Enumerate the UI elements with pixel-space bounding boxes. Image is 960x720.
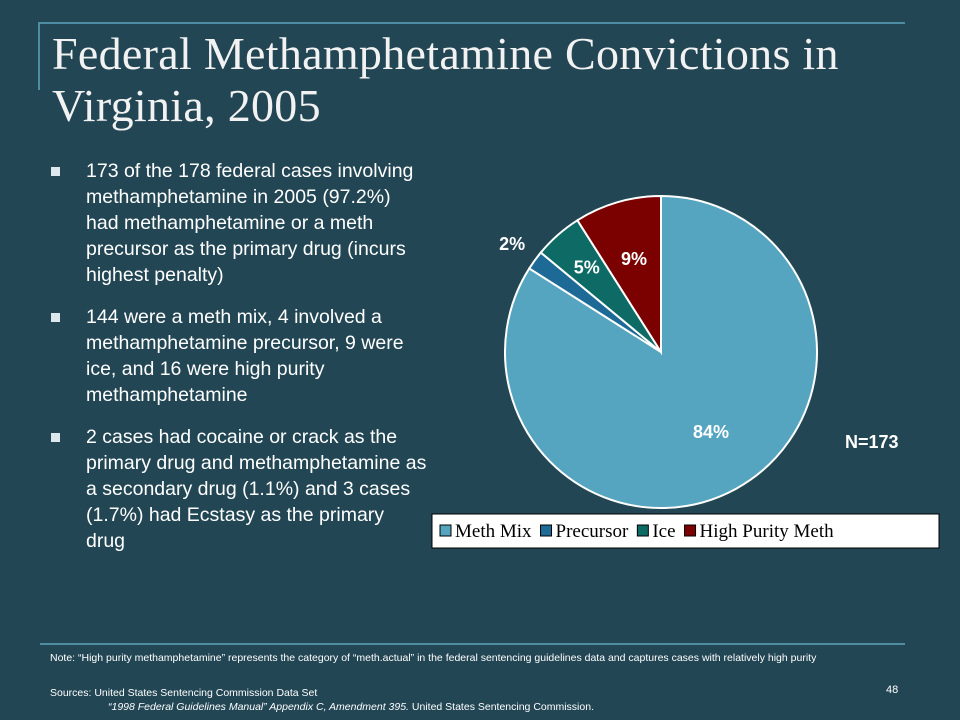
top-rule: [40, 22, 905, 24]
bullet-text: 144 were a meth mix, 4 involved a metham…: [86, 306, 404, 406]
sample-size-annotation: N=173: [845, 432, 899, 452]
bullet-list: 173 of the 178 federal cases involving m…: [48, 158, 428, 570]
legend-label: Precursor: [556, 521, 629, 542]
pie-slice-high-purity-meth: [576, 194, 662, 356]
legend-swatch: [684, 524, 697, 537]
bullet-item: 144 were a meth mix, 4 involved a metham…: [48, 304, 428, 408]
left-rule: [38, 22, 40, 90]
legend-label: High Purity Meth: [700, 521, 835, 542]
square-bullet-icon: [51, 167, 60, 176]
pie-data-label: 84%: [693, 422, 729, 442]
bullet-text: 173 of the 178 federal cases involving m…: [86, 160, 414, 286]
bullet-item: 2 cases had cocaine or crack as the prim…: [48, 424, 428, 554]
sources-citation: “1998 Federal Guidelines Manual” Appendi…: [108, 700, 594, 714]
square-bullet-icon: [51, 313, 60, 322]
citation-publisher: United States Sentencing Commission.: [408, 701, 594, 713]
bullet-item: 173 of the 178 federal cases involving m…: [48, 158, 428, 288]
bottom-rule: [40, 643, 905, 645]
slide-title: Federal Methamphetamine Convictions in V…: [52, 28, 839, 131]
pie-data-label: 2%: [499, 234, 525, 254]
bullet-text: 2 cases had cocaine or crack as the prim…: [86, 426, 427, 552]
legend-swatch: [540, 524, 553, 537]
legend-label: Meth Mix: [455, 521, 532, 542]
page-number: 48: [886, 684, 899, 696]
pie-slices: [504, 194, 818, 509]
legend-label: Ice: [652, 521, 675, 542]
pie-data-label: 5%: [574, 258, 600, 278]
pie-labels: 84% 2% 5% 9%: [499, 234, 729, 442]
pie-chart: 84% 2% 5% 9% N=173 Meth Mix Precursor Ice High…: [431, 194, 940, 549]
sources-line: Sources: United States Sentencing Commis…: [50, 687, 318, 699]
legend-swatch: [439, 524, 452, 537]
legend-swatch: [636, 524, 649, 537]
citation-title: “1998 Federal Guidelines Manual” Appendi…: [108, 701, 409, 713]
pie-data-label: 9%: [621, 249, 647, 269]
footnote: Note: “High purity methamphetamine” repr…: [50, 652, 817, 664]
square-bullet-icon: [51, 433, 60, 442]
chart-legend: Meth Mix Precursor Ice High Purity Meth: [431, 513, 940, 549]
